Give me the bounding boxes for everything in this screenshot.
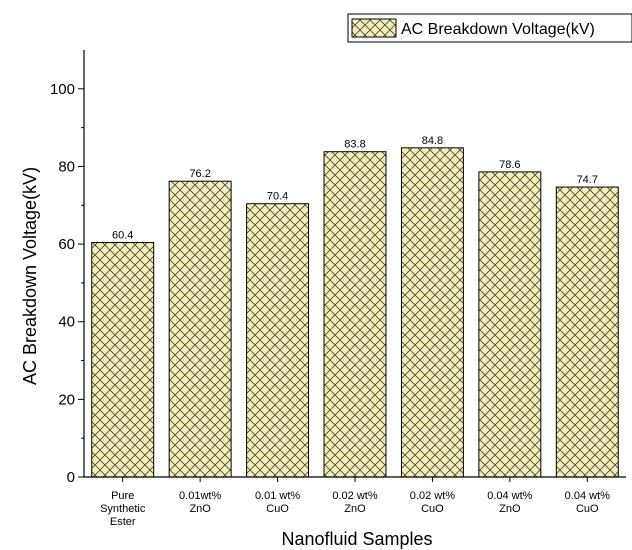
x-tick-label-5: 0.04 wt% ZnO (487, 490, 532, 515)
x-tick-label-line: 0.01wt% (179, 490, 221, 502)
data-label-3: 83.8 (344, 139, 365, 151)
bar-1 (168, 180, 232, 478)
x-tick-label-line: Ester (110, 516, 136, 528)
x-tick-label-line: ZnO (344, 503, 366, 515)
y-tick-label-0: 0 (67, 469, 75, 486)
bar-6 (555, 186, 619, 478)
x-tick-label-4: 0.02 wt% CuO (410, 490, 455, 515)
x-tick-label-line: 0.04 wt% (487, 490, 532, 502)
y-tick-label-4: 80 (58, 158, 75, 175)
y-tick-label-3: 60 (58, 236, 75, 253)
bar-5 (478, 171, 542, 478)
x-tick-label-line: CuO (266, 503, 289, 515)
data-label-4: 84.8 (422, 135, 443, 147)
x-tick-label-0: Pure Synthetic Ester (100, 490, 146, 528)
bar-4 (400, 147, 464, 478)
x-tick-label-line: CuO (421, 503, 444, 515)
x-tick-label-line: Synthetic (100, 503, 146, 515)
x-tick-label-1: 0.01wt% ZnO (179, 490, 221, 515)
y-tick-label-2: 40 (58, 314, 75, 331)
bar-2 (246, 203, 310, 478)
y-axis-ticks: 0 20 40 60 80 100 (50, 81, 84, 486)
x-tick-label-line: Pure (111, 490, 134, 502)
y-tick-label-5: 100 (50, 81, 75, 98)
legend-swatch (351, 18, 397, 38)
data-label-0: 60.4 (112, 230, 133, 242)
data-label-1: 76.2 (189, 168, 210, 180)
y-axis-title: AC Breakdown Voltage(kV) (20, 167, 40, 385)
data-label-2: 70.4 (267, 191, 288, 203)
x-tick-label-line: ZnO (499, 503, 521, 515)
x-tick-label-line: 0.04 wt% (565, 490, 610, 502)
data-label-6: 74.7 (577, 174, 598, 186)
x-tick-label-line: 0.02 wt% (332, 490, 377, 502)
x-tick-label-line: CuO (576, 503, 599, 515)
y-tick-label-1: 20 (58, 391, 75, 408)
x-tick-label-line: 0.02 wt% (410, 490, 455, 502)
data-labels: 60.4 76.2 70.4 83.8 84.8 78.6 74.7 (112, 135, 598, 242)
x-tick-label-line: ZnO (189, 503, 211, 515)
legend-label: AC Breakdown Voltage(kV) (401, 21, 595, 38)
x-tick-label-line: 0.01 wt% (255, 490, 300, 502)
x-tick-label-3: 0.02 wt% ZnO (332, 490, 377, 515)
bars (91, 147, 619, 478)
x-tick-label-6: 0.04 wt% CuO (565, 490, 610, 515)
x-axis-title: Nanofluid Samples (281, 529, 432, 549)
bar-3 (323, 151, 387, 478)
data-label-5: 78.6 (499, 159, 520, 171)
x-tick-label-2: 0.01 wt% CuO (255, 490, 300, 515)
bar-0 (91, 242, 155, 478)
legend: AC Breakdown Voltage(kV) (347, 13, 632, 43)
